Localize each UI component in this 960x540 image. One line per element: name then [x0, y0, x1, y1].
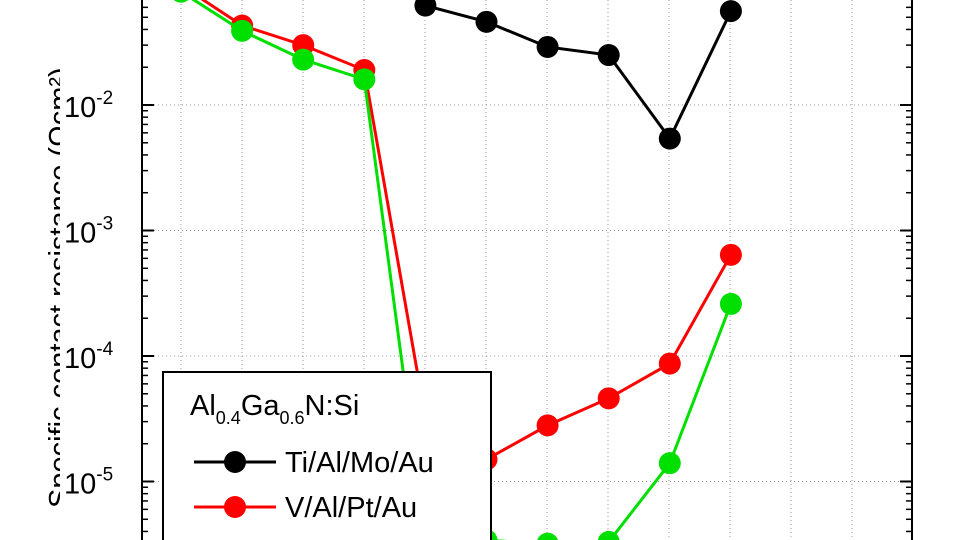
- data-point: [719, 292, 742, 315]
- legend-box: [162, 371, 492, 540]
- y-tick-base: 10: [64, 343, 96, 375]
- legend-title-subscript: 0.4: [216, 408, 241, 428]
- y-tick-label: 10-3: [64, 214, 113, 250]
- legend-title-part: N:Si: [305, 390, 360, 422]
- data-point: [658, 452, 681, 475]
- data-point: [537, 532, 558, 540]
- data-point: [414, 0, 437, 17]
- y-tick-label: 10-5: [64, 465, 113, 501]
- legend-label-1: V/Al/Pt/Au: [285, 492, 417, 524]
- data-point: [658, 127, 681, 150]
- y-tick-base: 10: [64, 92, 96, 124]
- y-tick-base: 10: [64, 218, 96, 250]
- series-line-0: [425, 4, 733, 142]
- data-point: [475, 10, 498, 33]
- plot-frame: [141, 0, 913, 540]
- legend-title: Al0.4Ga0.6N:Si: [190, 390, 359, 428]
- y-tick-label: 10-2: [64, 88, 113, 124]
- y-tick-exponent: -2: [96, 88, 113, 109]
- legend-marker-1: [224, 496, 246, 518]
- y-tick-label: 10-4: [64, 339, 114, 375]
- y-tick-labels: 10-210-310-410-5: [64, 88, 114, 501]
- data-point: [719, 243, 742, 266]
- data-point: [719, 0, 742, 23]
- y-tick-exponent: -3: [96, 214, 113, 235]
- data-point: [536, 414, 559, 437]
- legend: Al0.4Ga0.6N:Si Ti/Al/Mo/Au V/Al/Pt/Au: [162, 371, 492, 540]
- legend-title-part: Al: [190, 390, 216, 422]
- data-point: [292, 48, 315, 71]
- data-point: [597, 387, 620, 410]
- data-point: [658, 352, 681, 375]
- data-point: [173, 0, 189, 3]
- data-point: [353, 68, 376, 91]
- data-point: [231, 19, 254, 42]
- y-tick-exponent: -4: [96, 339, 113, 360]
- legend-label-0: Ti/Al/Mo/Au: [285, 447, 434, 479]
- data-point: [597, 530, 620, 540]
- y-tick-base: 10: [64, 469, 96, 501]
- y-tick-exponent: -5: [96, 465, 113, 486]
- data-point: [536, 35, 559, 58]
- legend-marker-0: [224, 451, 246, 473]
- data-point: [597, 44, 620, 67]
- legend-title-subscript: 0.6: [280, 408, 305, 428]
- legend-title-part: Ga: [241, 390, 281, 422]
